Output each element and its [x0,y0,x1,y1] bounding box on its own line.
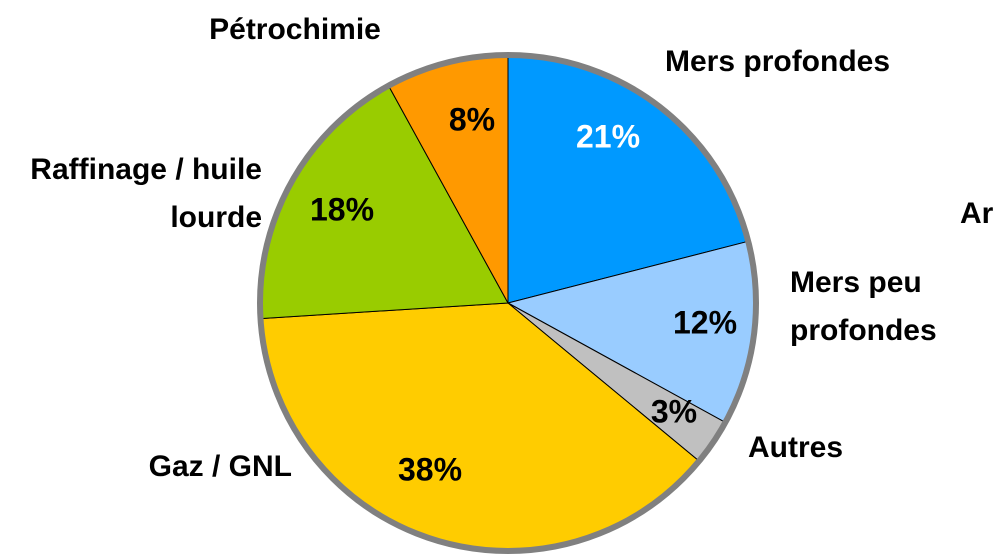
category-label: Raffinage / huile lourde [30,153,262,234]
category-label: Autres [748,431,844,464]
category-label: Mers profondes [665,45,891,78]
value-label: 12% [672,304,738,341]
value-label: 21% [575,118,641,155]
category-label: Mers peu profondes [790,266,937,347]
value-label: 18% [309,191,375,228]
value-label: 38% [397,451,463,488]
pie-border [257,52,759,554]
category-label: Gaz / GNL [148,450,292,483]
value-label: 8% [448,101,496,138]
value-label: 3% [650,393,698,430]
annotation: Ar [960,197,994,230]
category-label: Pétrochimie [209,13,381,46]
